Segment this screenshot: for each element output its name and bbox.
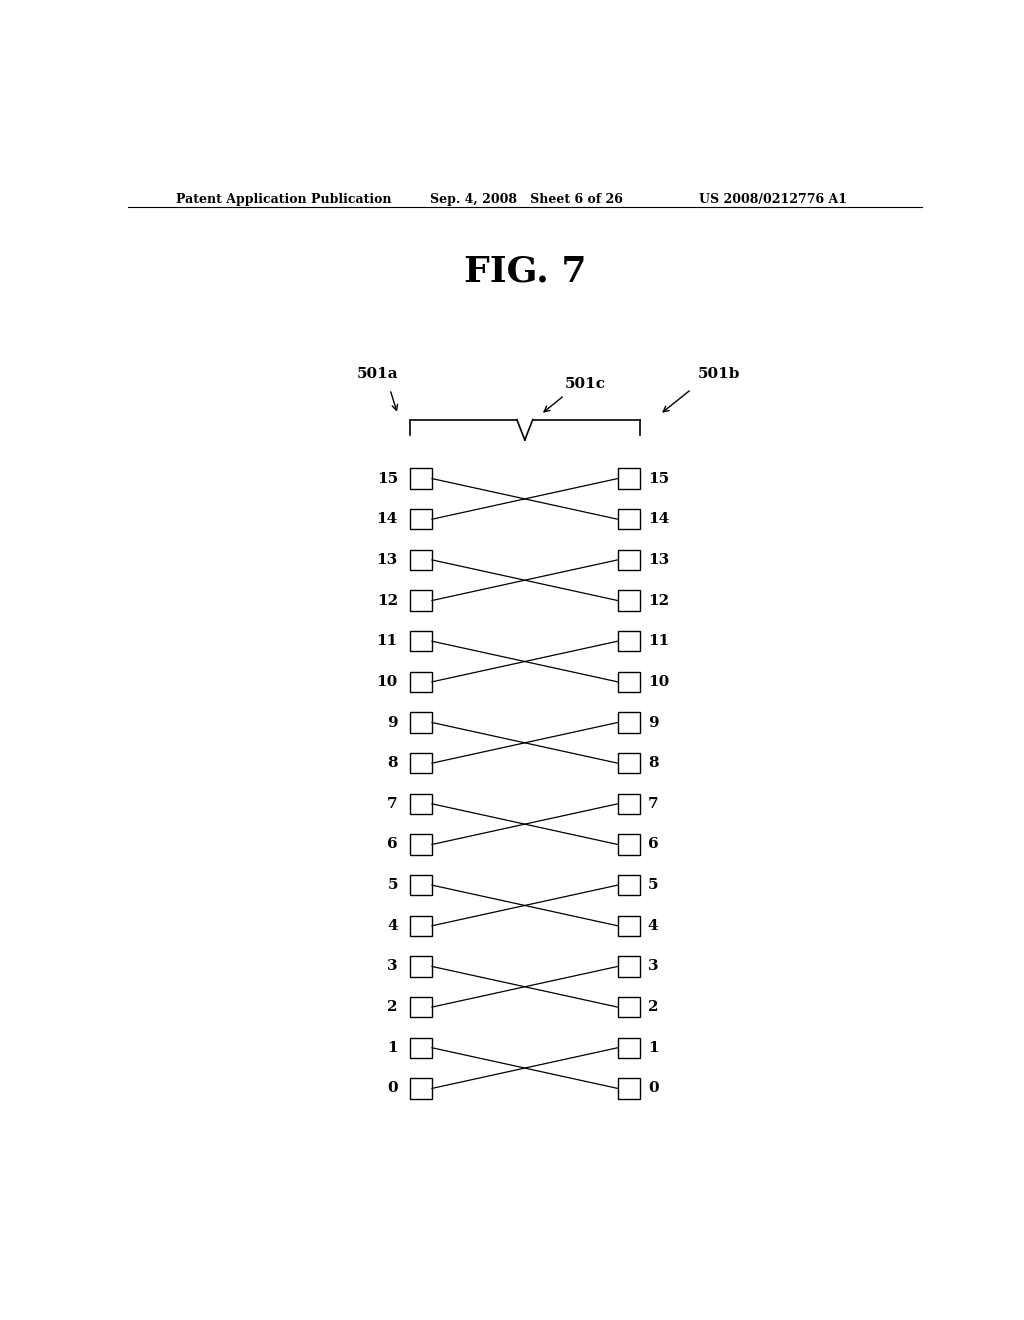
Text: Patent Application Publication: Patent Application Publication (176, 193, 391, 206)
FancyBboxPatch shape (617, 672, 640, 692)
Text: 501b: 501b (698, 367, 740, 381)
Text: 5: 5 (387, 878, 397, 892)
Text: 8: 8 (648, 756, 658, 770)
FancyBboxPatch shape (410, 469, 432, 488)
Text: 14: 14 (377, 512, 397, 527)
FancyBboxPatch shape (617, 916, 640, 936)
Text: 1: 1 (387, 1040, 397, 1055)
FancyBboxPatch shape (410, 834, 432, 854)
Text: 4: 4 (648, 919, 658, 933)
FancyBboxPatch shape (410, 752, 432, 774)
FancyBboxPatch shape (617, 1078, 640, 1098)
FancyBboxPatch shape (410, 793, 432, 814)
FancyBboxPatch shape (617, 997, 640, 1018)
FancyBboxPatch shape (617, 956, 640, 977)
Text: 1: 1 (648, 1040, 658, 1055)
FancyBboxPatch shape (617, 752, 640, 774)
FancyBboxPatch shape (410, 956, 432, 977)
Text: 7: 7 (387, 797, 397, 810)
FancyBboxPatch shape (410, 510, 432, 529)
Text: US 2008/0212776 A1: US 2008/0212776 A1 (699, 193, 848, 206)
Text: 2: 2 (387, 1001, 397, 1014)
Text: 3: 3 (648, 960, 658, 973)
FancyBboxPatch shape (617, 549, 640, 570)
Text: Sep. 4, 2008   Sheet 6 of 26: Sep. 4, 2008 Sheet 6 of 26 (430, 193, 623, 206)
Text: FIG. 7: FIG. 7 (464, 255, 586, 289)
Text: 9: 9 (387, 715, 397, 730)
FancyBboxPatch shape (410, 631, 432, 651)
FancyBboxPatch shape (410, 672, 432, 692)
FancyBboxPatch shape (410, 916, 432, 936)
FancyBboxPatch shape (410, 997, 432, 1018)
FancyBboxPatch shape (617, 793, 640, 814)
FancyBboxPatch shape (617, 469, 640, 488)
Text: 2: 2 (648, 1001, 658, 1014)
FancyBboxPatch shape (617, 510, 640, 529)
Text: 15: 15 (377, 471, 397, 486)
FancyBboxPatch shape (617, 590, 640, 611)
Text: 8: 8 (387, 756, 397, 770)
FancyBboxPatch shape (617, 631, 640, 651)
Text: 501c: 501c (564, 378, 605, 391)
FancyBboxPatch shape (410, 1038, 432, 1057)
Text: 0: 0 (387, 1081, 397, 1096)
Text: 12: 12 (648, 594, 669, 607)
Text: 13: 13 (377, 553, 397, 566)
Text: 6: 6 (648, 837, 658, 851)
Text: 10: 10 (648, 675, 669, 689)
Text: 4: 4 (387, 919, 397, 933)
Text: 9: 9 (648, 715, 658, 730)
FancyBboxPatch shape (617, 713, 640, 733)
Text: 15: 15 (648, 471, 669, 486)
Text: 13: 13 (648, 553, 669, 566)
FancyBboxPatch shape (410, 1078, 432, 1098)
Text: 11: 11 (377, 634, 397, 648)
Text: 6: 6 (387, 837, 397, 851)
Text: 11: 11 (648, 634, 669, 648)
Text: 0: 0 (648, 1081, 658, 1096)
FancyBboxPatch shape (410, 875, 432, 895)
FancyBboxPatch shape (617, 1038, 640, 1057)
FancyBboxPatch shape (410, 590, 432, 611)
Text: 7: 7 (648, 797, 658, 810)
Text: 3: 3 (387, 960, 397, 973)
Text: 501a: 501a (357, 367, 398, 381)
Text: 12: 12 (377, 594, 397, 607)
Text: 5: 5 (648, 878, 658, 892)
FancyBboxPatch shape (410, 713, 432, 733)
FancyBboxPatch shape (617, 875, 640, 895)
Text: 10: 10 (377, 675, 397, 689)
Text: 14: 14 (648, 512, 669, 527)
FancyBboxPatch shape (410, 549, 432, 570)
FancyBboxPatch shape (617, 834, 640, 854)
